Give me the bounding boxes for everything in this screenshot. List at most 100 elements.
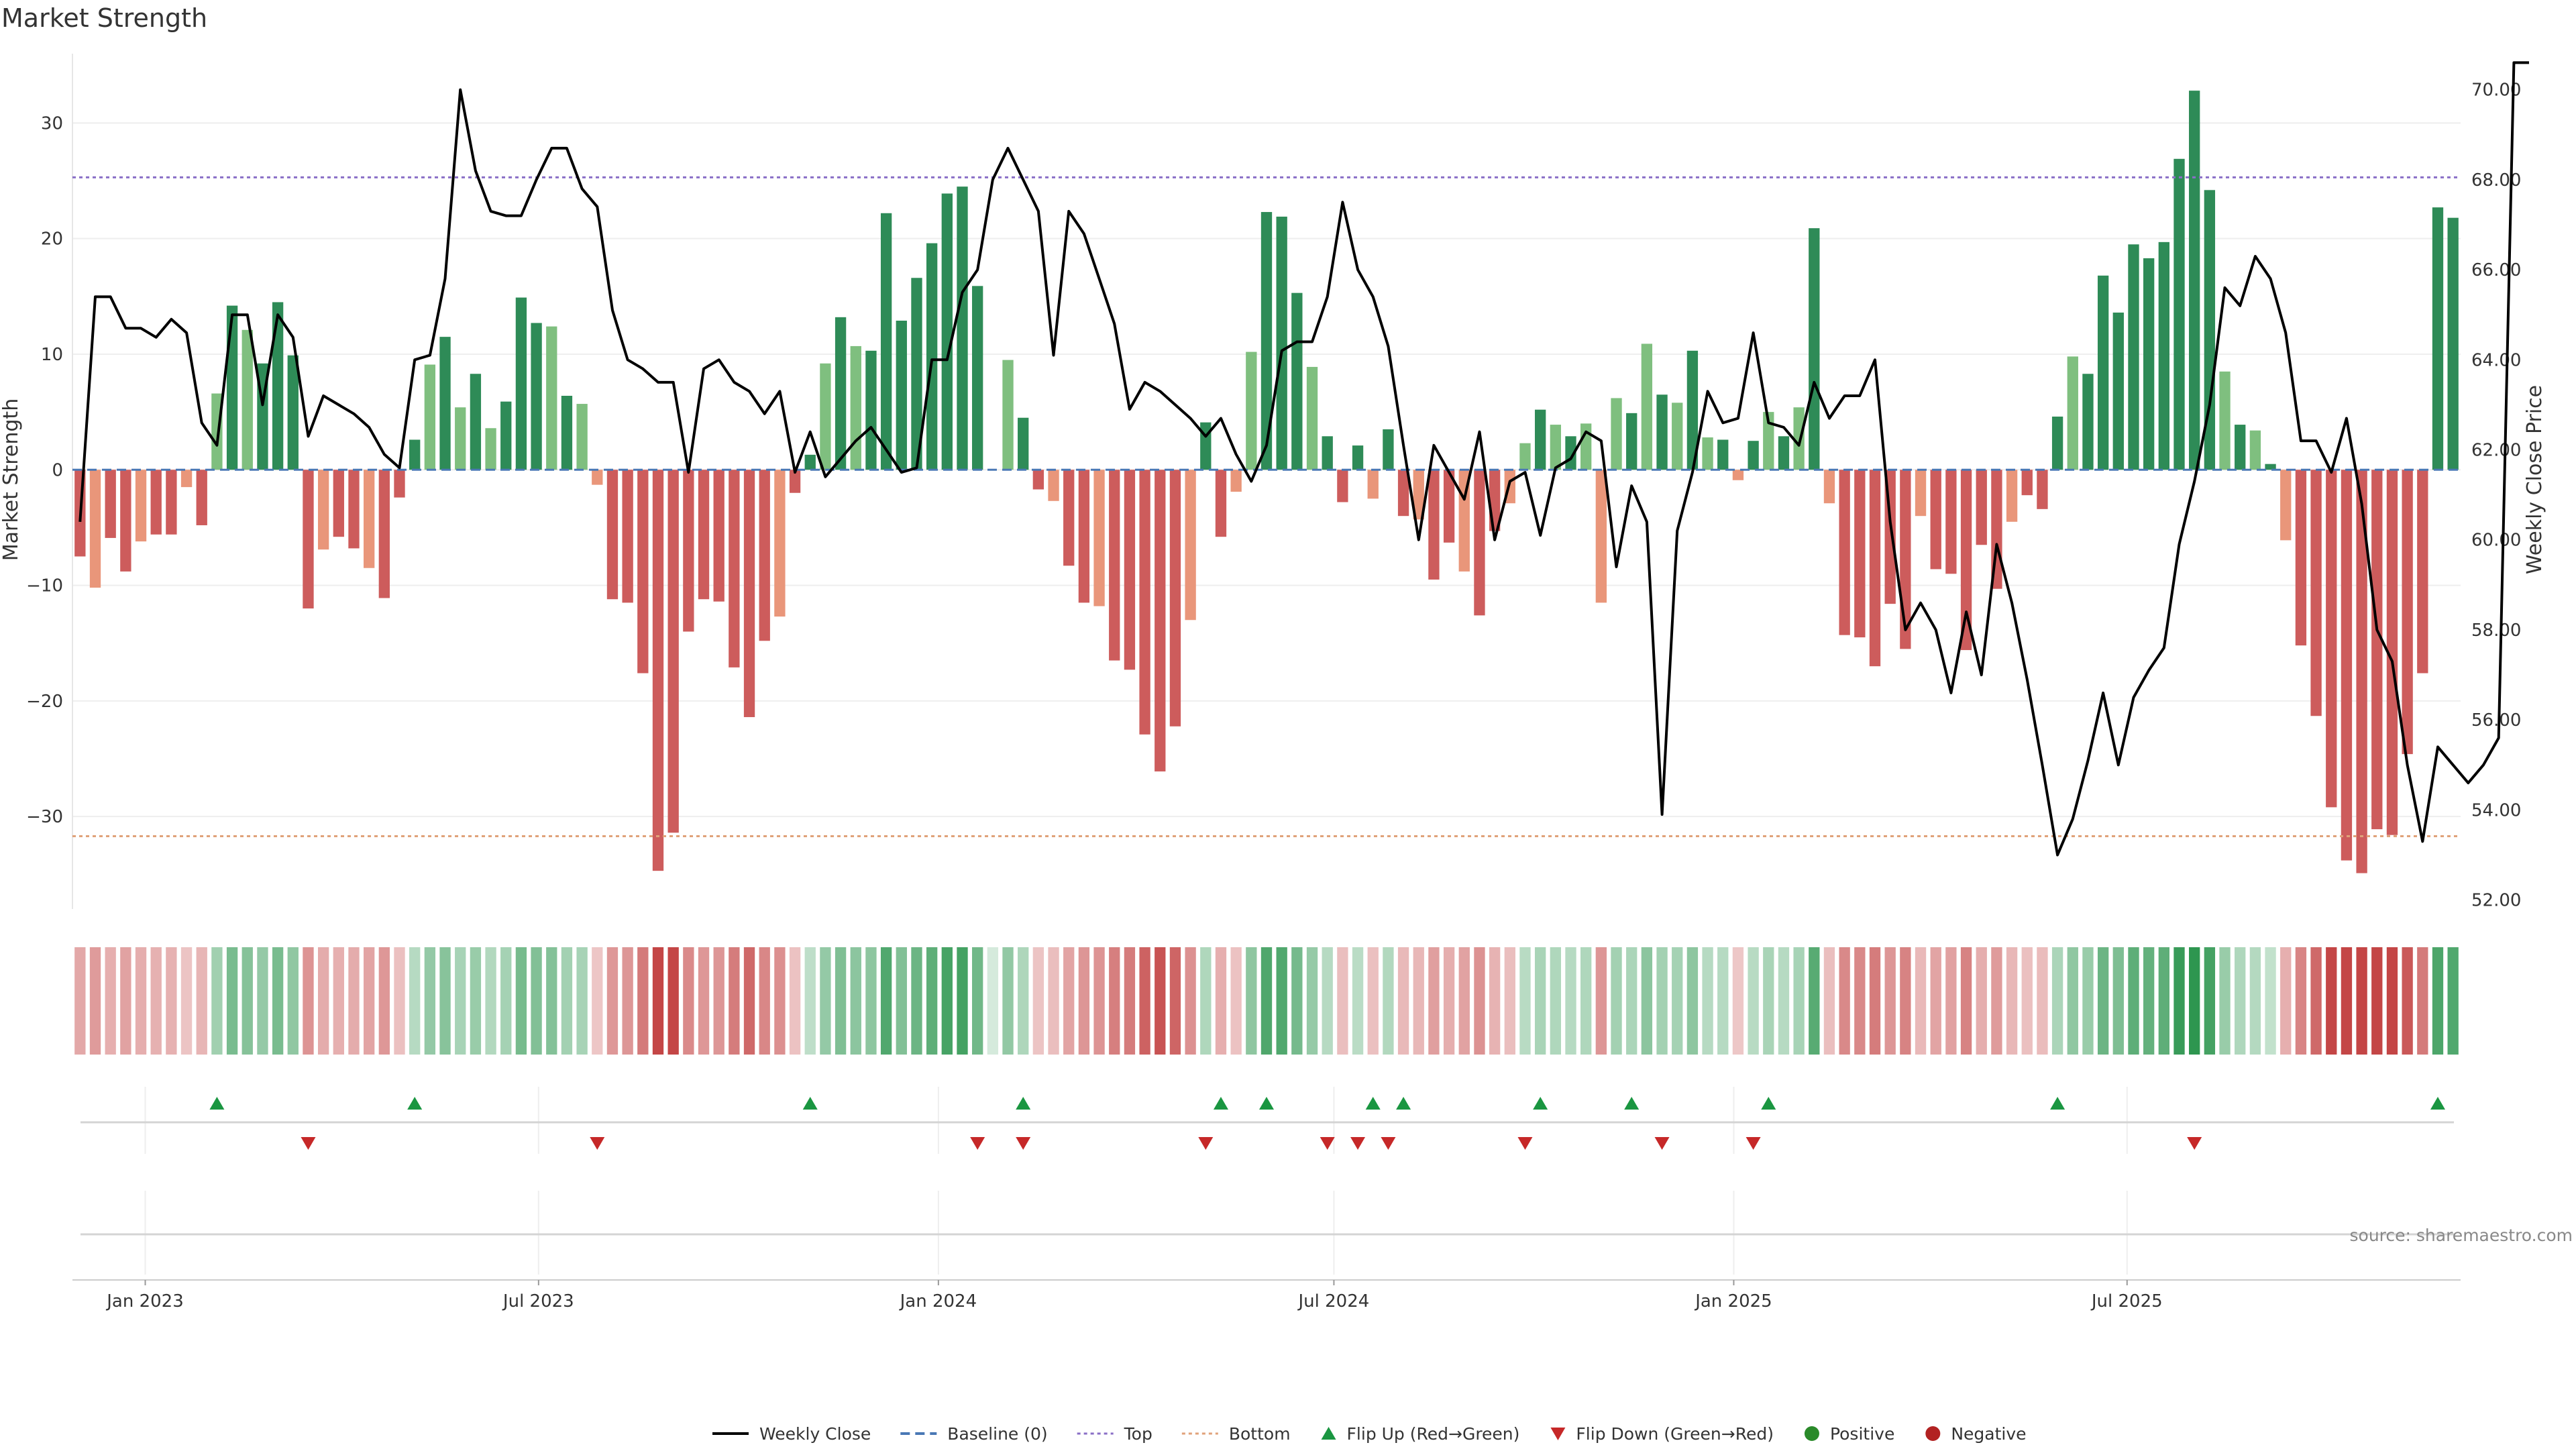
- heat-cell: [196, 947, 207, 1055]
- heat-cell: [1565, 947, 1576, 1055]
- strength-bar: [1945, 470, 1957, 574]
- strength-bar: [1976, 470, 1987, 545]
- strength-bar: [774, 470, 786, 617]
- strength-bar: [622, 470, 633, 603]
- strength-bar: [1519, 443, 1531, 470]
- heat-cell: [2219, 947, 2231, 1055]
- heat-cell: [2280, 947, 2292, 1055]
- heat-cell: [1839, 947, 1850, 1055]
- heat-cell: [1383, 947, 1394, 1055]
- heat-cell: [820, 947, 831, 1055]
- strength-bar: [470, 374, 482, 470]
- legend-flip-up-icon: [1321, 1427, 1336, 1440]
- strength-bar: [2158, 241, 2169, 470]
- heat-cell: [166, 947, 177, 1055]
- heat-cell: [2112, 947, 2124, 1055]
- heat-cell: [972, 947, 983, 1055]
- heat-cell: [1124, 947, 1136, 1055]
- strength-bar: [1260, 212, 1273, 470]
- heat-cell: [850, 947, 861, 1055]
- heat-cell: [1869, 947, 1881, 1055]
- flip-down-marker: [1654, 1137, 1670, 1150]
- strength-bar: [241, 329, 253, 470]
- x-axis: Jan 2023 Jul 2023 Jan 2024 Jul 2024 Jan 2025…: [72, 1279, 2461, 1311]
- heat-cell: [2051, 947, 2063, 1055]
- flip-down-marker: [1320, 1137, 1335, 1150]
- x-tick-label: Jan 2023: [105, 1291, 184, 1311]
- legend-label: Positive: [1830, 1424, 1894, 1444]
- heat-cell: [1093, 947, 1105, 1055]
- strength-bar: [637, 470, 649, 674]
- strength-bar: [2082, 374, 2094, 470]
- heat-cell: [1200, 947, 1212, 1055]
- heat-cell: [1580, 947, 1592, 1055]
- heat-cell: [667, 947, 679, 1055]
- heat-cell: [683, 947, 694, 1055]
- heat-cell: [957, 947, 968, 1055]
- strength-bar: [1200, 422, 1212, 470]
- strength-bar: [606, 470, 619, 600]
- heat-cell: [1322, 947, 1333, 1055]
- strength-bar: [804, 454, 816, 470]
- heat-cell: [333, 947, 344, 1055]
- strength-bar: [1367, 470, 1379, 499]
- heat-cell: [2189, 947, 2200, 1055]
- strength-bar: [1185, 470, 1196, 621]
- strength-bar: [394, 470, 405, 498]
- strength-bar: [592, 470, 603, 485]
- heat-cell: [1260, 947, 1273, 1055]
- heat-cell: [729, 947, 740, 1055]
- strength-bar: [759, 470, 770, 641]
- strength-bar: [2417, 470, 2428, 674]
- strength-bar: [196, 470, 207, 525]
- flip-down-marker: [1350, 1137, 1366, 1150]
- strength-bar: [1291, 292, 1303, 470]
- strength-bar: [409, 439, 421, 470]
- strength-bar: [729, 470, 740, 667]
- strength-bar: [789, 470, 801, 493]
- strength-bar: [1093, 470, 1105, 606]
- strength-bar: [1215, 470, 1227, 537]
- strength-bar: [1686, 350, 1699, 470]
- heat-cell: [1991, 947, 2002, 1055]
- heat-cell: [1793, 947, 1805, 1055]
- strength-bar: [1078, 470, 1090, 603]
- heat-cell: [409, 947, 421, 1055]
- flip-up-marker: [1213, 1097, 1228, 1110]
- strength-bar: [1823, 470, 1835, 504]
- y-tick-label: 30: [41, 113, 63, 133]
- heat-cell: [180, 947, 193, 1055]
- strength-bar: [1626, 413, 1638, 470]
- y2-tick-label: 66.00: [2471, 260, 2521, 280]
- strength-bar: [941, 193, 953, 470]
- strength-bar: [2235, 425, 2246, 470]
- strength-bar: [713, 470, 724, 602]
- flip-down-marker: [301, 1137, 316, 1150]
- heat-cell: [926, 947, 938, 1055]
- heat-cell: [1945, 947, 1957, 1055]
- strength-bar: [2432, 207, 2444, 470]
- strength-bar: [2037, 470, 2048, 509]
- strength-bar: [1656, 394, 1668, 470]
- strength-bar: [576, 404, 588, 470]
- price-line-layer: [78, 61, 2529, 857]
- x-tick-label: Jan 2024: [899, 1291, 977, 1311]
- heat-cell: [637, 947, 649, 1055]
- heat-cell: [1246, 947, 1257, 1055]
- strength-bar: [1230, 470, 1242, 492]
- heat-cell: [1276, 947, 1287, 1055]
- heat-cell: [1458, 947, 1470, 1055]
- strength-bar: [2219, 371, 2231, 470]
- heat-cell: [287, 947, 299, 1055]
- y2-tick-label: 68.00: [2471, 170, 2521, 191]
- strength-bar: [1869, 470, 1881, 667]
- x-tick-label: Jul 2025: [2090, 1291, 2163, 1311]
- y2-tick-label: 58.00: [2471, 621, 2521, 641]
- heat-cell: [1519, 947, 1531, 1055]
- heat-cell: [1900, 947, 1911, 1055]
- strength-bar: [1352, 445, 1364, 470]
- heat-cell: [1976, 947, 1987, 1055]
- flip-down-marker: [590, 1137, 605, 1150]
- heat-cell: [2295, 947, 2307, 1055]
